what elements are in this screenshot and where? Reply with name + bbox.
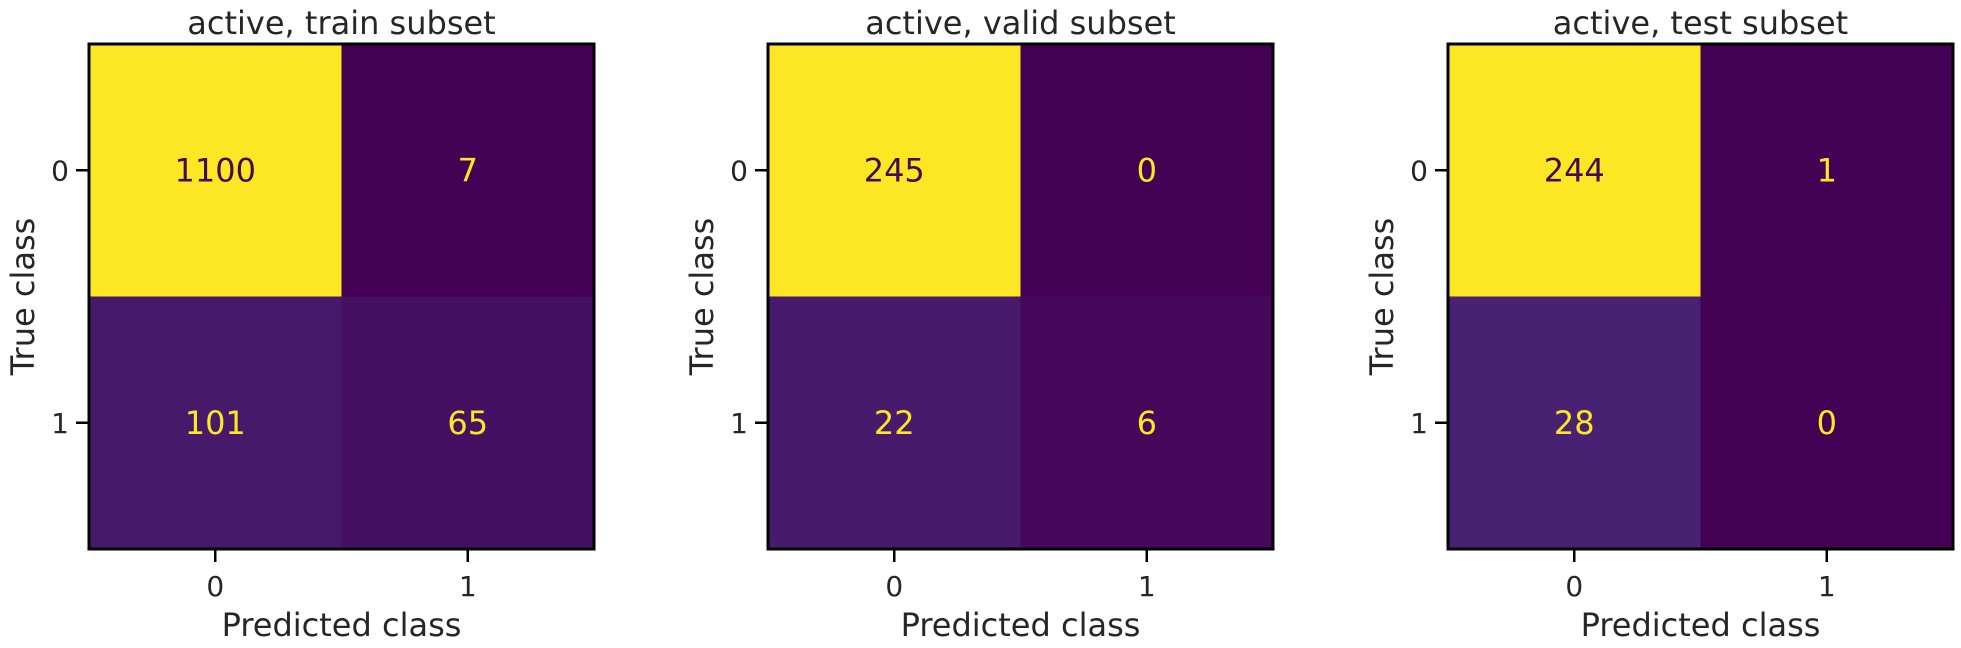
x-tick-label: 1	[459, 570, 477, 603]
y-tick-label: 0	[51, 154, 69, 187]
x-axis-label: Predicted class	[1581, 606, 1821, 644]
cell-label-1-0: 28	[1554, 404, 1595, 442]
x-tick-label: 1	[1818, 570, 1836, 603]
cell-label-0-1: 0	[1137, 151, 1157, 189]
cell-label-0-1: 1	[1817, 151, 1837, 189]
axes-frame	[766, 42, 1275, 551]
cell-1-0	[768, 296, 1021, 549]
cell-label-0-0: 245	[864, 151, 925, 189]
y-tick-label: 0	[730, 154, 748, 187]
axes-frame	[1446, 42, 1955, 551]
x-tick-label: 0	[206, 570, 224, 603]
cell-0-0	[89, 44, 342, 297]
panel-title: active, valid subset	[865, 4, 1176, 42]
cell-label-0-0: 1100	[175, 151, 256, 189]
x-axis-label: Predicted class	[222, 606, 462, 644]
y-tick-label: 0	[1410, 154, 1428, 187]
cell-label-1-1: 6	[1137, 404, 1157, 442]
cell-label-1-0: 22	[874, 404, 915, 442]
cell-1-0	[89, 296, 342, 549]
y-axis-label: True class	[683, 218, 721, 377]
cell-label-1-0: 101	[185, 404, 246, 442]
cell-0-1	[1700, 44, 1953, 297]
cell-1-1	[1700, 296, 1953, 549]
y-axis-label: True class	[4, 218, 42, 377]
cell-label-1-1: 0	[1817, 404, 1837, 442]
cell-label-0-1: 7	[458, 151, 478, 189]
x-axis-label: Predicted class	[901, 606, 1141, 644]
cell-1-1	[1020, 296, 1273, 549]
cell-label-1-1: 65	[447, 404, 488, 442]
y-tick-label: 1	[730, 407, 748, 440]
cell-1-1	[341, 296, 594, 549]
panel-title: active, train subset	[187, 4, 495, 42]
cell-label-0-0: 244	[1544, 151, 1605, 189]
x-tick-label: 0	[885, 570, 903, 603]
cell-0-1	[1020, 44, 1273, 297]
x-tick-label: 1	[1138, 570, 1156, 603]
cell-0-0	[1448, 44, 1701, 297]
y-tick-label: 1	[51, 407, 69, 440]
cell-0-0	[768, 44, 1021, 297]
cell-0-1	[341, 44, 594, 297]
x-tick-label: 0	[1565, 570, 1583, 603]
panel-title: active, test subset	[1553, 4, 1848, 42]
y-tick-label: 1	[1410, 407, 1428, 440]
axes-frame	[87, 42, 596, 551]
y-axis-label: True class	[1363, 218, 1401, 377]
cell-1-0	[1448, 296, 1701, 549]
